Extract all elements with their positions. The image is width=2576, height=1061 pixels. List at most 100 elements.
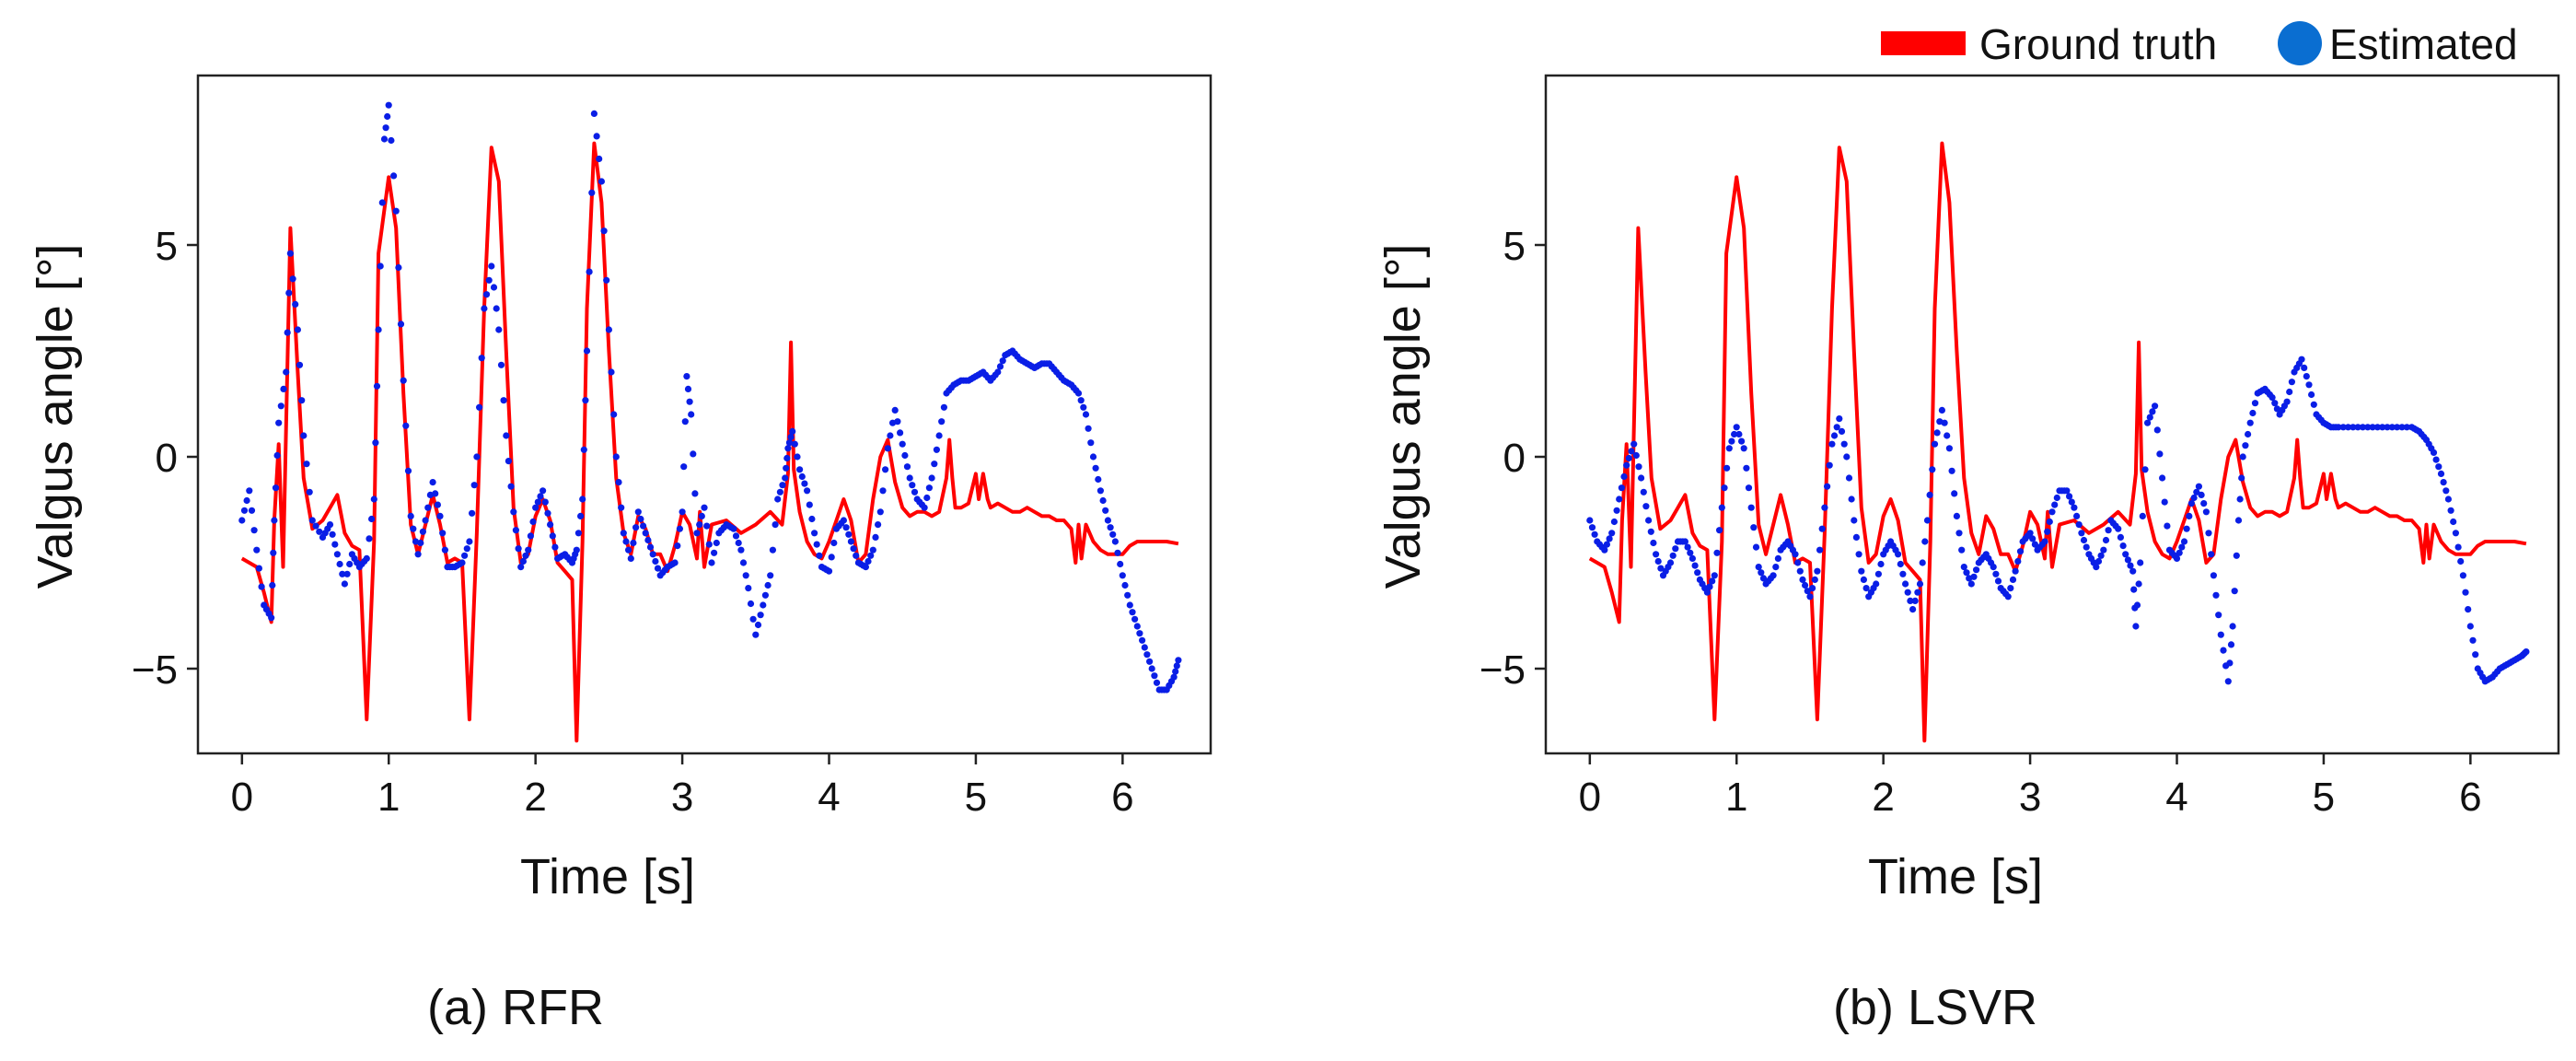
panel-a-estimated-point xyxy=(248,507,256,514)
panel-b-xtick-label: 4 xyxy=(2165,775,2187,820)
panel-b-estimated-point xyxy=(2373,424,2381,431)
panel-a-estimated-point xyxy=(286,250,294,257)
panel-b-estimated-point xyxy=(1694,569,1701,577)
panel-b-estimated-point xyxy=(2149,408,2156,415)
panel-a-axes-frame xyxy=(196,74,1213,755)
panel-a-estimated-point xyxy=(385,101,392,109)
panel-b-estimated-point xyxy=(2444,496,2452,503)
panel-b-estimated-point xyxy=(1909,606,1917,613)
panel-b-estimated-point xyxy=(2288,379,2295,386)
panel-a-estimated-point xyxy=(875,521,882,529)
panel-a-estimated-point xyxy=(630,539,637,547)
panel-b-estimated-point xyxy=(2246,419,2254,426)
panel-a-estimated-point xyxy=(1117,560,1124,568)
panel-a-estimated-point xyxy=(410,525,417,532)
panel-a-estimated-point xyxy=(303,461,310,468)
panel-a-estimated-point xyxy=(811,530,818,537)
panel-a-estimated-point xyxy=(646,543,655,551)
panel-b-estimated-point xyxy=(1647,528,1654,535)
panel-a-xlabel: Time [s] xyxy=(520,849,695,904)
panel-b-estimated-point xyxy=(2190,494,2198,502)
panel-a-estimated-point xyxy=(375,326,382,333)
panel-b-estimated-point xyxy=(2447,507,2454,514)
panel-a-estimated-point xyxy=(429,479,436,486)
panel-b-estimated-point xyxy=(2115,525,2122,532)
panel-a-estimated-point xyxy=(497,361,505,368)
panel-b-estimated-point xyxy=(2063,487,2071,495)
panel-a-estimated-point xyxy=(825,567,833,575)
panel-a-estimated-point xyxy=(368,515,376,523)
panel-b-estimated-point xyxy=(1814,567,1821,575)
panel-a-estimated-point xyxy=(519,557,528,565)
panel-b-estimated-point xyxy=(1916,580,1924,588)
panel-a-estimated-point xyxy=(897,429,904,437)
panel-b-estimated-point xyxy=(2080,536,2088,544)
panel-a-estimated-point xyxy=(1104,517,1111,524)
panel-b-estimated-point xyxy=(1919,559,1926,566)
panel-b-estimated-point xyxy=(1728,437,1735,445)
panel-b-estimated-point xyxy=(1862,585,1870,592)
panel-b-estimated-point xyxy=(1938,406,1945,414)
panel-a-estimated-point xyxy=(761,591,770,599)
panel-a-estimated-point xyxy=(1109,530,1117,538)
panel-b-estimated-point xyxy=(1907,597,1914,605)
panel-b-estimated-point xyxy=(1970,573,1978,580)
panel-a-estimated-point xyxy=(622,538,630,545)
panel-b-estimated-point xyxy=(1806,593,1814,600)
panel-a-estimated-point xyxy=(331,541,339,548)
panel-a-estimated-point xyxy=(618,504,625,511)
panel-b-estimated-point xyxy=(2137,559,2144,566)
panel-a-estimated-point xyxy=(395,263,402,272)
panel-a-estimated-point xyxy=(341,580,348,588)
panel-b-estimated-point xyxy=(1860,576,1867,584)
panel-a-estimated-point xyxy=(419,528,426,535)
panel-b-estimated-point xyxy=(2164,522,2171,530)
panel-a-estimated-point xyxy=(588,189,596,196)
panel-b-estimated-point xyxy=(1666,559,1675,566)
panel-a-estimated-point xyxy=(742,572,749,579)
panel-a-estimated-point xyxy=(434,501,441,508)
panel-b-estimated-point xyxy=(1799,576,1806,584)
panel-a-estimated-point xyxy=(749,615,757,623)
panel-b-estimated-point xyxy=(2443,487,2450,495)
panel-a-estimated-point xyxy=(268,614,275,622)
panel-a-estimated-point xyxy=(289,275,296,283)
panel-a-estimated-point xyxy=(600,227,608,235)
panel-a-estimated-point xyxy=(1146,658,1154,665)
panel-b-estimated-point xyxy=(2233,552,2240,559)
panel-a-estimated-point xyxy=(842,524,850,531)
panel-a-estimated-point xyxy=(899,440,906,448)
panel-a-estimated-point xyxy=(1121,581,1129,589)
panel-b-estimated-point xyxy=(2161,498,2168,506)
panel-a-estimated-point xyxy=(378,199,386,206)
panel-b-estimated-point xyxy=(1743,464,1750,472)
panel-b-xtick-label: 0 xyxy=(1579,775,1601,820)
panel-a-estimated-point xyxy=(582,397,589,404)
panel-b-estimated-point xyxy=(2242,442,2249,449)
panel-a-estimated-point xyxy=(1119,572,1126,579)
panel-a-estimated-point xyxy=(1092,464,1099,472)
panel-b-estimated-point xyxy=(2394,424,2401,431)
panel-b-estimated-point xyxy=(1926,491,1933,499)
panel-b-estimated-point xyxy=(2231,588,2238,595)
panel-b-ytick-label: −5 xyxy=(1479,647,1526,693)
panel-b-estimated-point xyxy=(2132,623,2140,630)
panel-b-estimated-point xyxy=(1848,496,1855,503)
panel-b-estimated-point xyxy=(2344,424,2352,431)
panel-b-estimated-point xyxy=(2173,554,2181,563)
panel-a-estimated-point xyxy=(527,532,535,540)
panel-b-estimated-point xyxy=(2012,567,2019,575)
panel-a-estimated-point xyxy=(931,461,938,468)
panel-a-estimated-point xyxy=(1087,439,1095,447)
panel-a-estimated-point xyxy=(537,493,544,500)
panel-a-estimated-point xyxy=(300,432,307,439)
panel-a-xtick-label: 4 xyxy=(818,775,840,820)
panel-a-estimated-point xyxy=(634,508,642,516)
panel-a-estimated-point xyxy=(579,496,586,503)
panel-a-estimated-point xyxy=(544,509,551,517)
panel-b-estimated-point xyxy=(1840,440,1848,448)
panel-a-estimated-point xyxy=(1129,609,1136,616)
panel-b-estimated-point xyxy=(1638,474,1645,482)
panel-b-estimated-point xyxy=(1625,454,1632,462)
